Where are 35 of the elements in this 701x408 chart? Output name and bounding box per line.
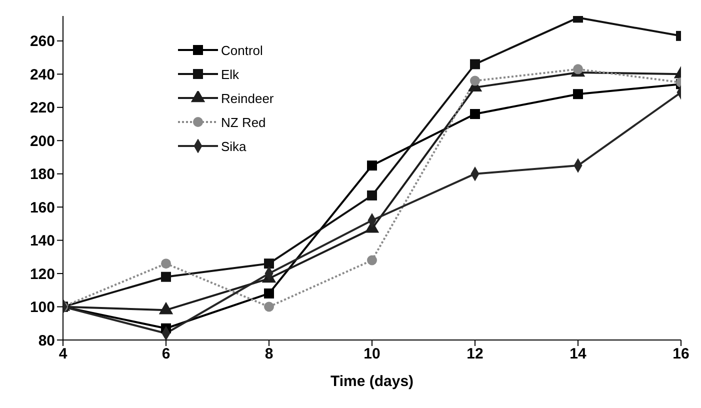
y-tick-label: 240 xyxy=(30,66,55,84)
y-tick-label: 200 xyxy=(30,132,55,150)
point xyxy=(573,89,583,100)
x-tick-label: 10 xyxy=(364,346,380,363)
legend-label: Sika xyxy=(221,138,246,154)
point xyxy=(470,59,480,70)
point xyxy=(367,190,377,200)
point xyxy=(161,258,171,269)
y-tick-label: 180 xyxy=(30,166,55,184)
y-tick-label: 160 xyxy=(30,199,55,216)
x-axis-title: Time (days) xyxy=(330,373,414,390)
y-tick-label: 220 xyxy=(30,100,55,117)
x-tick-label: 16 xyxy=(672,346,690,363)
point xyxy=(264,288,274,298)
y-tick-label: 100 xyxy=(30,299,55,316)
point xyxy=(161,272,171,282)
legend-label: Control xyxy=(221,42,263,58)
point xyxy=(470,76,480,86)
legend-label: NZ Red xyxy=(221,114,266,130)
x-tick-label: 8 xyxy=(264,346,274,363)
point xyxy=(264,258,274,269)
point xyxy=(367,255,377,266)
x-tick-label: 14 xyxy=(570,346,587,363)
x-tick-label: 6 xyxy=(162,346,170,363)
point xyxy=(470,109,480,120)
legend-label: Reindeer xyxy=(221,90,274,106)
x-tick-label: 4 xyxy=(58,346,68,363)
x-tick-label: 12 xyxy=(466,346,484,363)
point xyxy=(367,160,377,171)
y-tick-label: 120 xyxy=(30,266,55,283)
y-tick-label: 80 xyxy=(38,332,55,350)
y-tick-label: 260 xyxy=(30,33,55,50)
y-tick-label: 140 xyxy=(30,232,55,250)
legend-label: Elk xyxy=(221,66,240,82)
point xyxy=(264,302,274,312)
